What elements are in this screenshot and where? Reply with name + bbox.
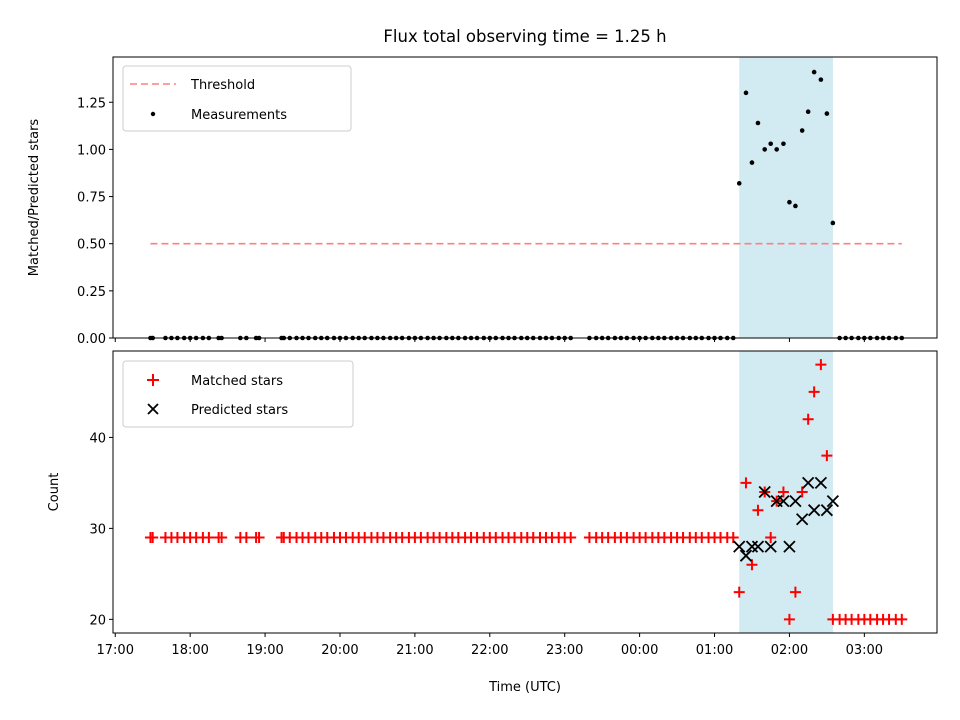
measurement-point [824,111,830,116]
bottom-xtick-label-1: 18:00 [171,643,208,658]
measurement-point [811,69,817,75]
bottom-x-axis: 17:00 18:00 19:00 20:00 21:00 22:00 23:00 00:00… [97,633,883,658]
bottom-xtick-label-5: 22:00 [471,643,508,658]
bottom-xtick-label-6: 23:00 [546,643,583,658]
matched-star-point [203,531,215,543]
bottom-xtick-label-10: 03:00 [846,643,883,658]
matched-star-point [253,531,265,543]
top-ytick-label-1: 0.25 [77,285,106,300]
bottom-xtick-label-7: 00:00 [621,643,658,658]
top-ytick-label-0: 0.00 [77,332,106,347]
predicted-star-point [758,485,771,499]
top-ytick-label-2: 0.50 [77,238,106,253]
matched-star-point [783,613,795,625]
bottom-xtick-label-3: 20:00 [321,643,358,658]
matched-star-point [740,477,752,489]
bottom-ytick-label-2: 40 [89,431,106,446]
matched-star-point [727,531,739,543]
predicted-star-point [777,494,790,508]
bottom-legend: Matched stars Predicted stars [122,360,354,428]
legend-measurements-label: Measurements [191,108,287,123]
bottom-ytick-label-0: 20 [89,613,106,628]
measurement-point [818,77,824,82]
matched-star-point [746,559,758,571]
top-y-axis: 0.00 0.25 0.50 0.75 1.00 1.25 [77,96,113,347]
measurement-point [774,147,779,152]
matched-stars-series [144,359,908,625]
top-ytick-label-3: 0.75 [77,191,106,206]
measurement-point [799,128,805,133]
matched-star-point [802,413,814,425]
top-legend-frame [122,65,352,132]
bottom-y-axis: 20 30 40 [89,431,113,628]
legend-matched-swatch [147,374,159,386]
bottom-xtick-label-4: 21:00 [396,643,433,658]
matched-star-point [777,486,789,498]
predicted-star-point [733,540,746,553]
legend-measurements-swatch [150,111,156,117]
measurement-point [755,120,761,126]
top-legend: Threshold Measurements [122,65,352,132]
top-observing-span [739,57,833,338]
predicted-stars-series [733,476,840,562]
measurement-point [787,199,792,205]
matched-star-point [821,450,833,462]
matched-star-point [733,586,745,598]
measurement-point [830,220,836,226]
matched-star-point [216,531,228,543]
bottom-xtick-label-2: 19:00 [246,643,283,658]
legend-threshold-label: Threshold [190,78,255,93]
bottom-axes-frame [112,350,938,634]
bottom-panel: 20 30 40 17:00 18:00 19:00 20:00 21:00 22:00 23:… [47,350,938,695]
top-axes-frame [112,56,938,339]
matched-star-point [765,531,777,543]
matched-star-point [752,504,764,516]
bottom-y-axis-label: Count [47,473,62,512]
predicted-star-point [745,540,759,553]
top-y-axis-label: Matched/Predicted stars [27,119,42,277]
matched-star-point [565,531,577,543]
legend-predicted-label: Predicted stars [191,403,288,418]
predicted-star-point [783,540,796,553]
legend-matched-label: Matched stars [191,374,283,389]
measurement-point [762,147,768,152]
x-axis-label: Time (UTC) [488,680,561,695]
matched-star-point [240,531,252,543]
matched-star-point [808,386,820,398]
predicted-star-point [814,476,828,490]
bottom-xtick-label-9: 02:00 [771,643,808,658]
predicted-star-point [826,494,840,508]
predicted-star-point [739,549,753,562]
matched-star-point [896,613,908,625]
predicted-star-point [796,513,809,526]
matched-star-point [147,531,159,543]
bottom-xtick-label-0: 17:00 [97,643,134,658]
bottom-legend-frame [122,360,354,428]
bottom-xtick-label-8: 01:00 [696,643,733,658]
predicted-star-point [751,540,765,553]
matched-star-point [796,486,808,498]
bottom-ytick-label-1: 30 [89,522,106,537]
measurement-point [793,203,798,209]
legend-predicted-swatch [147,403,159,415]
measurement-point [781,141,786,147]
measurement-point [768,141,774,147]
predicted-star-point [789,494,802,508]
top-ytick-label-4: 1.00 [77,143,106,158]
top-ytick-label-5: 1.25 [77,96,106,111]
matched-star-point [815,359,827,371]
measurement-point [736,181,742,186]
top-panel: 0.00 0.25 0.50 0.75 1.00 1.25 Matched/Predict… [27,56,938,347]
matched-star-point [789,586,801,598]
predicted-star-point [820,504,834,517]
predicted-star-point [808,504,821,517]
measurement-point [743,90,749,96]
measurement-point [749,160,755,165]
predicted-star-point [764,540,777,553]
chart-title: Flux total observing time = 1.25 h [383,27,666,46]
measurement-point [805,109,811,114]
predicted-star-point [802,476,815,490]
